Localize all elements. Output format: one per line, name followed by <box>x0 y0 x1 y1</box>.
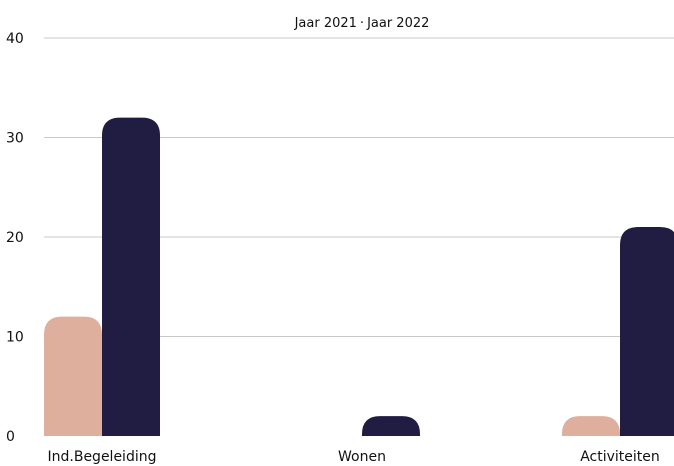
y-axis-ticks: 0 10 20 30 40 <box>6 31 24 445</box>
legend-separator: · <box>360 16 364 31</box>
y-tick-label-30: 30 <box>6 131 24 147</box>
y-tick-label-0: 0 <box>6 429 15 445</box>
x-axis-labels: Ind.Begeleiding Wonen Activiteiten <box>48 449 660 465</box>
bar-jaar-2021-ind-begeleiding <box>44 316 102 436</box>
x-tick-label-ind-begeleiding: Ind.Begeleiding <box>48 449 157 465</box>
bar-jaar-2022-ind-begeleiding <box>102 117 160 436</box>
bars <box>44 117 674 436</box>
x-tick-label-wonen: Wonen <box>338 449 386 465</box>
bar-jaar-2021-activiteiten <box>562 416 620 436</box>
y-tick-label-40: 40 <box>6 31 24 47</box>
bar-jaar-2022-activiteiten <box>620 227 674 436</box>
y-tick-label-20: 20 <box>6 230 24 246</box>
legend-label-jaar-2021: Jaar 2021 <box>294 16 357 31</box>
legend: Jaar 2021 · Jaar 2022 <box>294 16 430 31</box>
x-tick-label-activiteiten: Activiteiten <box>580 449 660 465</box>
bar-jaar-2022-wonen <box>362 416 420 436</box>
y-tick-label-10: 10 <box>6 330 24 346</box>
legend-label-jaar-2022: Jaar 2022 <box>366 16 429 31</box>
